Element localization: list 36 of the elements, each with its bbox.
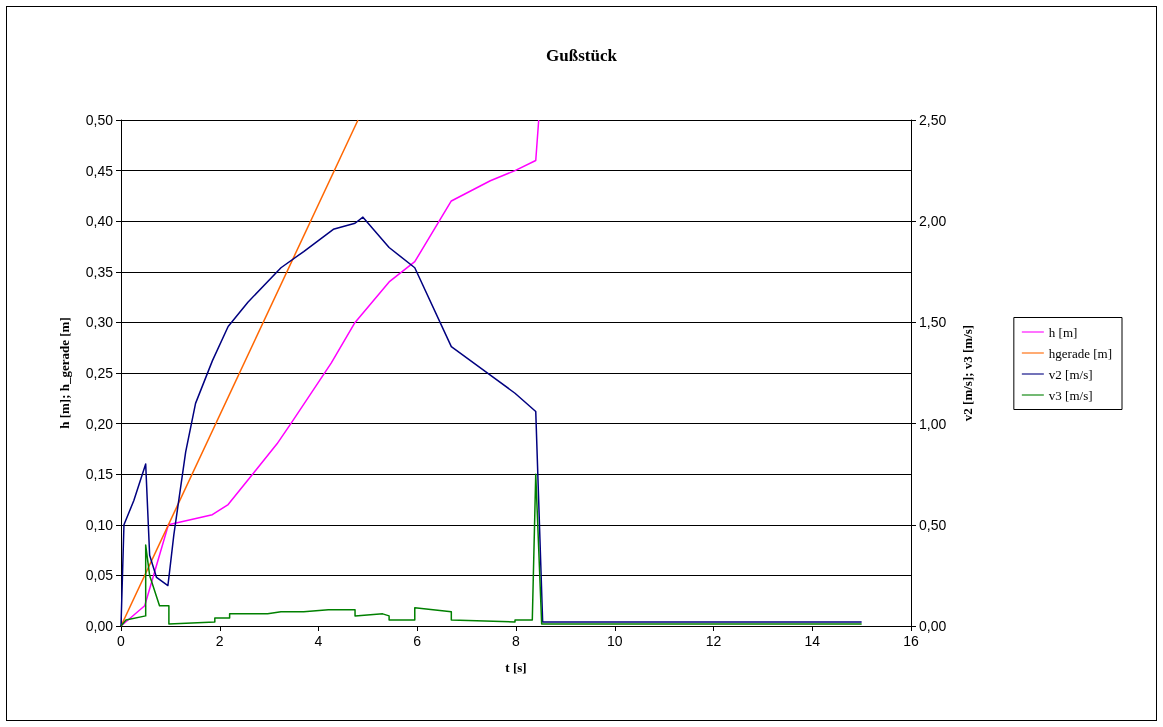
x-tick-label: 6 — [413, 633, 422, 649]
y-tick-label: 0,40 — [85, 213, 114, 230]
legend-label: v3 [m/s] — [1048, 387, 1093, 403]
y2-tick-label: 0,50 — [919, 516, 947, 533]
y-tick-label: 0,30 — [85, 314, 114, 331]
y-tick-label: 0,45 — [85, 162, 114, 179]
x-tick-label: 14 — [804, 633, 821, 649]
y2-tick-label: 1,50 — [919, 314, 947, 331]
x-tick-label: 0 — [117, 633, 126, 649]
x-tick-label: 2 — [215, 633, 224, 649]
x-tick-label: 12 — [705, 633, 722, 649]
x-tick-label: 10 — [606, 633, 623, 649]
legend-label: v2 [m/s] — [1048, 366, 1093, 382]
x-tick-label: 4 — [314, 633, 323, 649]
y2-axis-title: v2 [m/s]; v3 [m/s] — [960, 324, 975, 422]
line-series — [120, 216, 863, 627]
legend-label: h [m] — [1048, 324, 1078, 340]
y-tick-label: 0,50 — [85, 112, 114, 128]
y2-tick-label: 2,00 — [919, 213, 947, 230]
y-tick-label: 0,10 — [85, 516, 114, 533]
chart-title: Gußstück — [546, 46, 618, 65]
y2-tick-label: 0,00 — [919, 618, 947, 634]
y-tick-label: 0,35 — [85, 263, 114, 280]
y-tick-label: 0,05 — [85, 567, 114, 584]
x-tick-label: 16 — [903, 633, 919, 649]
y-tick-label: 0,00 — [85, 618, 114, 634]
y2-tick-label: 2,50 — [919, 112, 947, 128]
y-axis-title: h [m]; h_gerade [m] — [57, 317, 72, 429]
y2-tick-label: 1,00 — [919, 415, 947, 432]
x-tick-label: 8 — [512, 633, 521, 649]
line-series — [120, 473, 863, 627]
legend-label: hgerade [m] — [1048, 345, 1113, 361]
y-tick-label: 0,25 — [85, 365, 114, 381]
y-tick-label: 0,15 — [85, 466, 114, 483]
y-tick-label: 0,20 — [85, 415, 114, 432]
x-axis-title: t [s] — [505, 660, 527, 675]
